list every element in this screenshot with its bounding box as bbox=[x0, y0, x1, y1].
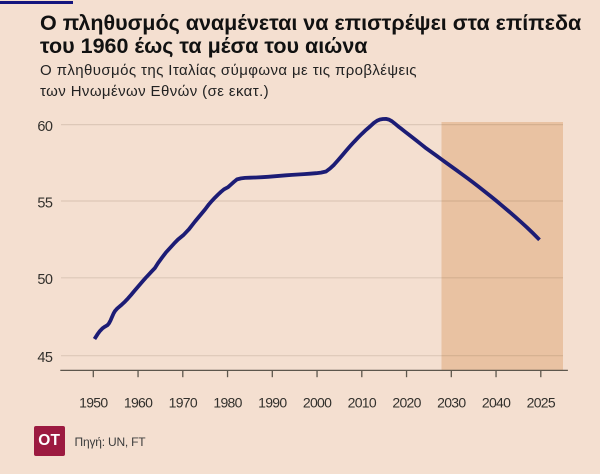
svg-text:2040: 2040 bbox=[482, 395, 511, 411]
svg-text:50: 50 bbox=[37, 272, 53, 288]
svg-text:2030: 2030 bbox=[437, 395, 466, 411]
svg-text:1970: 1970 bbox=[169, 395, 198, 411]
svg-text:2000: 2000 bbox=[303, 395, 332, 411]
svg-text:1990: 1990 bbox=[258, 395, 287, 411]
svg-text:55: 55 bbox=[37, 195, 53, 211]
svg-text:1950: 1950 bbox=[79, 395, 108, 411]
svg-text:60: 60 bbox=[37, 119, 53, 135]
svg-text:2010: 2010 bbox=[348, 395, 377, 411]
svg-text:45: 45 bbox=[37, 350, 53, 366]
svg-text:1960: 1960 bbox=[124, 395, 153, 411]
svg-text:2025: 2025 bbox=[527, 395, 556, 411]
svg-text:1980: 1980 bbox=[213, 395, 242, 411]
svg-text:2020: 2020 bbox=[392, 395, 421, 411]
